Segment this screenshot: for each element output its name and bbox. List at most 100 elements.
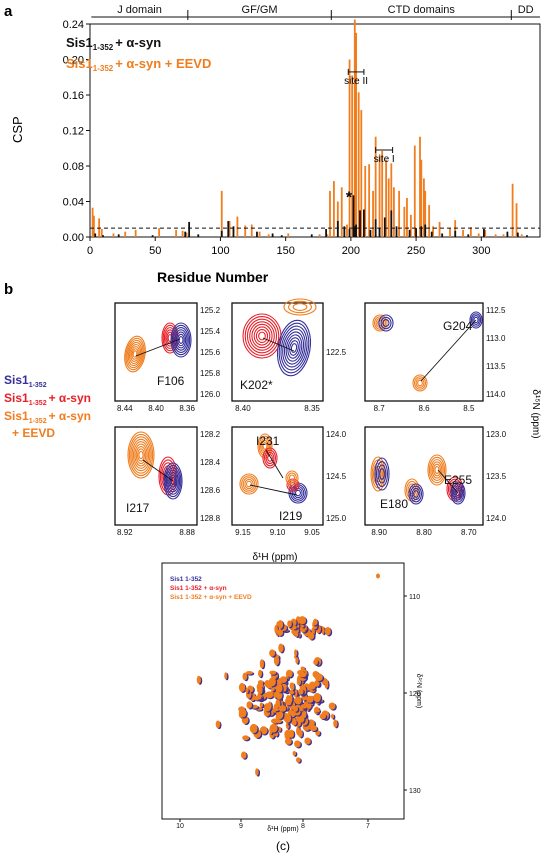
hsqc-legend-eevd: Sis1 1-352 + α-syn + EEVD: [170, 594, 252, 601]
zoom-x-tick-label: 8.7: [374, 404, 386, 413]
hsqc-peak-eevd: [268, 677, 276, 687]
bar: [438, 221, 441, 237]
contour-ring: [455, 489, 461, 497]
zoom-y-tick-label: 125.8: [200, 369, 221, 378]
contour-ring: [372, 314, 388, 332]
bar: [372, 190, 374, 237]
contour-ring: [166, 331, 174, 345]
bar: [374, 136, 377, 237]
contour-ring: [379, 468, 385, 480]
contour-ring: [411, 487, 421, 501]
zoom-y-tick-label: 125.2: [200, 306, 221, 315]
bar: [387, 178, 390, 237]
zoom-frame-f106: [114, 302, 198, 402]
contour-ring: [126, 339, 144, 369]
bar: [175, 229, 177, 237]
contour-ring: [164, 464, 182, 498]
peak-label-f106: F106: [157, 374, 185, 388]
contour-ring: [291, 486, 305, 500]
bar: [124, 231, 127, 237]
hsqc-peak-eevd: [259, 659, 264, 669]
bar: [368, 164, 371, 237]
hsqc-y-tick-label: 120: [409, 691, 421, 698]
hsqc-peak-eevd: [314, 708, 320, 713]
bar: [151, 235, 154, 237]
hsqc-peak-eevd: [196, 675, 201, 684]
panel-label-b: b: [4, 281, 13, 298]
hsqc-y-axis-title: δ¹⁵N (ppm): [415, 674, 422, 708]
legend-b-free: Sis11-352: [4, 373, 47, 389]
hsqc-peak-eevd: [278, 643, 284, 653]
bar: [409, 214, 412, 237]
hsqc-legend: Sis1 1-352 Sis1 1-352 + α-syn Sis1 1-352…: [170, 576, 252, 601]
zoom-x-tick-label: 8.6: [418, 404, 430, 413]
bar: [228, 221, 231, 237]
contour-ring: [288, 300, 312, 314]
hsqc-peak-eevd: [265, 691, 274, 699]
bar: [117, 234, 120, 237]
contour-ring: [167, 333, 173, 343]
bar: [395, 226, 398, 237]
contour-ring: [178, 336, 184, 344]
bar: [197, 234, 200, 237]
contour-ring: [131, 438, 151, 472]
contour-ring: [249, 321, 275, 351]
contour-ring: [377, 464, 387, 484]
bar: [515, 203, 518, 237]
contour-ring: [283, 298, 317, 316]
zoom-y-tick-label: 125.4: [200, 327, 221, 336]
hsqc-peak-eevd: [294, 649, 298, 657]
zoom-y-tick-label: 124.0: [486, 514, 507, 523]
bar: [258, 231, 261, 237]
zoom-x-tick-label: 8.88: [179, 528, 195, 537]
bar: [378, 228, 381, 237]
x-tick-label: 50: [149, 245, 161, 257]
zoom-y-tick-label: 125.6: [200, 348, 221, 357]
bar: [432, 226, 434, 237]
hsqc-peak-eevd: [290, 682, 295, 691]
shift-line: [249, 484, 298, 496]
bar: [325, 229, 327, 237]
peak-label-k202: K202*: [240, 378, 273, 392]
contour-ring: [276, 319, 312, 377]
contour-ring: [469, 311, 483, 329]
bar: [477, 233, 480, 237]
bar: [467, 234, 470, 237]
hsqc-peak-eevd: [279, 676, 288, 683]
bar: [390, 163, 393, 237]
y-tick-label: 0.24: [63, 19, 84, 31]
contour-ring: [167, 469, 179, 493]
bar: [250, 224, 253, 237]
bar: [393, 187, 395, 237]
bar: [340, 187, 343, 237]
bar: [520, 234, 523, 237]
bar: [310, 234, 313, 237]
panel-label-a: a: [4, 3, 13, 20]
panel-b-x-axis-title: δ¹H (ppm): [252, 552, 297, 563]
domain-label: GF/GM: [242, 4, 278, 16]
hsqc-peak-eevd: [314, 673, 323, 682]
hsqc-peak-eevd: [309, 725, 318, 732]
bar: [185, 232, 188, 237]
bar: [348, 229, 351, 237]
zoom-y-tick-label: 128.4: [200, 458, 221, 467]
contour-ring: [265, 451, 275, 465]
hsqc-peak-eevd: [274, 719, 283, 724]
bar: [454, 230, 457, 237]
hsqc-peak-eevd: [293, 705, 299, 712]
contour-ring: [125, 337, 145, 371]
contour-ring: [410, 485, 422, 503]
bar: [244, 225, 247, 237]
contour-ring: [262, 447, 278, 469]
contour-ring: [245, 480, 253, 488]
panel-b-y-axis-title: δ¹⁵N (ppm): [530, 389, 541, 438]
hsqc-peak-eevd: [275, 699, 281, 708]
hsqc-x-axis-title: δ¹H (ppm): [267, 826, 299, 833]
contour-ring: [128, 344, 142, 364]
contour-ring: [413, 490, 419, 498]
hsqc-peak-eevd: [268, 701, 272, 710]
contour-ring: [417, 379, 423, 387]
bar: [353, 19, 356, 237]
contour-ring: [165, 467, 181, 495]
x-axis-title: Residue Number: [157, 269, 269, 285]
